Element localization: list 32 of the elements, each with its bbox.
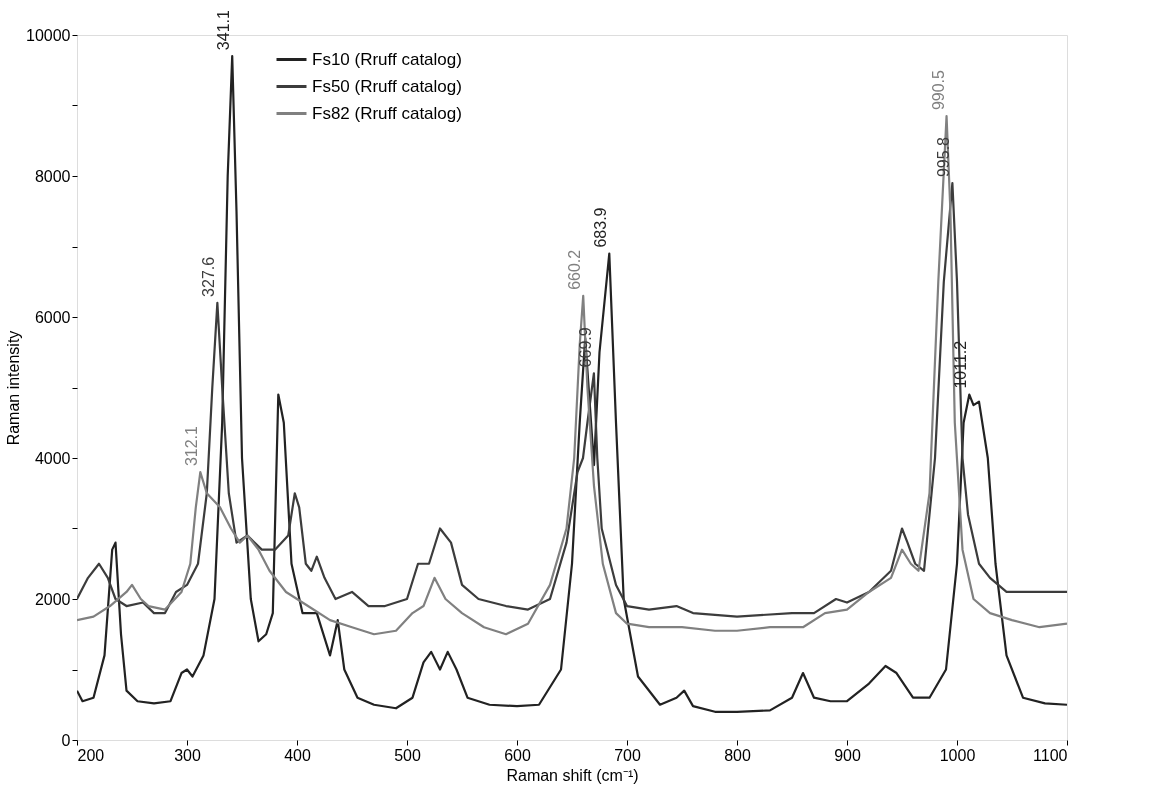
x-tick-label: 1100 bbox=[1033, 746, 1068, 764]
x-tick-label: 1000 bbox=[939, 746, 976, 764]
x-tick-label: 700 bbox=[614, 746, 641, 764]
y-tick-label: 4000 bbox=[34, 449, 71, 467]
x-tick-label: 200 bbox=[77, 746, 105, 764]
x-tick-label: 400 bbox=[284, 746, 311, 764]
annotation: 990.5 bbox=[929, 69, 947, 111]
annotation: 1011.2 bbox=[952, 340, 970, 389]
y-tick-label: 6000 bbox=[34, 308, 71, 326]
annotation: 312.1 bbox=[183, 425, 201, 467]
y-tick-label: 10000 bbox=[26, 26, 71, 44]
annotation: 669.9 bbox=[576, 327, 594, 368]
x-tick-label: 500 bbox=[394, 746, 421, 764]
x-tick-label: 300 bbox=[174, 746, 201, 764]
y-tick-label: 2000 bbox=[34, 590, 71, 608]
x-tick-label: 600 bbox=[504, 746, 531, 764]
annotation: 995.8 bbox=[935, 136, 953, 178]
y-tick-label: 8000 bbox=[34, 167, 71, 185]
y-tick-label: 0 bbox=[61, 731, 71, 749]
x-axis-title: Raman shift (cm⁻¹) bbox=[506, 766, 639, 784]
line-series bbox=[77, 181, 1067, 618]
annotation: 683.9 bbox=[592, 207, 610, 248]
annotation: 341.1 bbox=[215, 10, 233, 51]
line-series bbox=[77, 55, 1067, 713]
x-tick-label: 800 bbox=[724, 746, 751, 764]
y-axis-title: Raman intensity bbox=[5, 330, 23, 446]
x-tick-label: 900 bbox=[834, 746, 861, 764]
annotation: 660.2 bbox=[566, 249, 584, 290]
legend-label: Fs50 (Rruff catalog) bbox=[312, 76, 462, 96]
annotation: 327.6 bbox=[200, 256, 218, 297]
legend-label: Fs10 (Rruff catalog) bbox=[312, 49, 462, 69]
legend-label: Fs82 (Rruff catalog) bbox=[312, 103, 462, 123]
